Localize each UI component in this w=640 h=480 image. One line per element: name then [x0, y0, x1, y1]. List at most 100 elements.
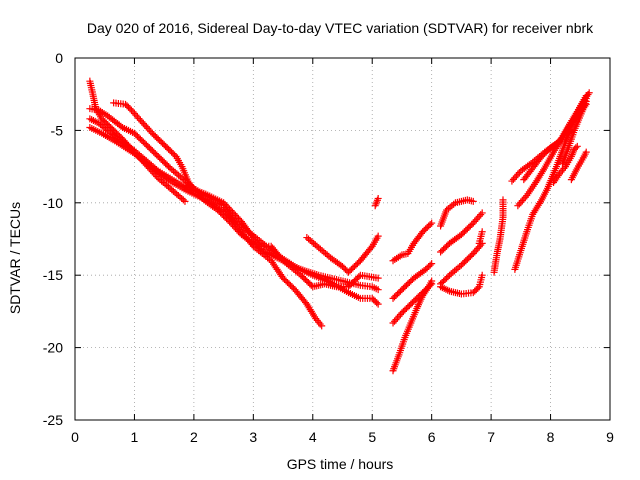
data-point-marker	[130, 110, 138, 118]
data-point-marker	[572, 144, 580, 152]
data-point-marker	[428, 219, 436, 227]
data-point-marker	[181, 197, 189, 205]
data-series	[110, 99, 382, 291]
data-point-marker	[374, 300, 382, 308]
data-point-marker	[395, 312, 403, 320]
data-point-marker	[141, 121, 149, 129]
data-point-marker	[374, 274, 382, 282]
data-point-marker	[232, 224, 239, 232]
data-point-marker	[477, 241, 485, 249]
data-point-marker	[179, 196, 187, 204]
data-point-marker	[393, 314, 401, 322]
data-point-marker	[229, 208, 237, 216]
data-point-marker	[234, 227, 242, 235]
data-point-marker	[226, 205, 234, 213]
x-tick-label: 2	[190, 429, 198, 445]
y-tick-label: -15	[43, 267, 63, 283]
data-point-marker	[126, 105, 134, 113]
data-series	[86, 115, 382, 294]
data-point-marker	[509, 175, 517, 183]
data-point-marker	[133, 113, 141, 121]
plot-frame	[74, 57, 611, 421]
data-point-marker	[147, 128, 155, 136]
data-point-marker	[477, 211, 485, 219]
data-point-marker	[428, 260, 436, 268]
data-point-marker	[471, 217, 479, 225]
data-point-marker	[135, 115, 143, 123]
data-point-marker	[142, 123, 150, 131]
data-point-marker	[229, 221, 237, 229]
data-point-marker	[515, 200, 523, 208]
data-point-marker	[355, 273, 363, 281]
data-point-marker	[389, 319, 397, 327]
x-tick-label: 6	[428, 429, 436, 445]
data-point-marker	[478, 209, 486, 217]
data-point-marker	[514, 202, 522, 210]
data-point-marker	[144, 124, 152, 132]
data-series	[550, 142, 581, 187]
data-point-marker	[374, 194, 382, 202]
x-axis-label: GPS time / hours	[286, 456, 394, 472]
data-point-marker	[573, 142, 581, 150]
data-point-marker	[499, 196, 507, 204]
data-series	[475, 228, 486, 247]
data-series	[389, 219, 436, 265]
data-point-marker	[227, 207, 235, 215]
data-point-marker	[227, 219, 235, 227]
data-point-marker	[373, 198, 381, 206]
data-series	[490, 196, 507, 276]
data-point-marker	[520, 195, 528, 203]
data-point-marker	[233, 226, 241, 234]
data-point-marker	[127, 106, 135, 114]
data-point-marker	[221, 200, 229, 208]
x-tick-label: 0	[71, 429, 79, 445]
data-point-marker	[139, 120, 147, 128]
y-tick-label: -25	[43, 412, 63, 428]
data-point-marker	[469, 197, 477, 205]
data-point-marker	[129, 108, 137, 116]
data-point-marker	[469, 219, 477, 227]
data-point-marker	[468, 221, 476, 229]
data-point-marker	[367, 244, 375, 252]
x-tick-label: 5	[368, 429, 376, 445]
y-tick-label: -5	[51, 122, 64, 138]
data-point-marker	[373, 299, 381, 307]
data-point-marker	[117, 122, 125, 130]
data-point-marker	[472, 246, 480, 254]
data-series	[389, 260, 436, 302]
data-point-marker	[469, 249, 477, 257]
data-point-marker	[474, 284, 482, 292]
data-series	[437, 271, 486, 298]
data-series	[303, 232, 382, 276]
data-point-marker	[136, 116, 144, 124]
data-point-marker	[518, 197, 526, 205]
data-series	[437, 239, 486, 288]
data-point-marker	[392, 316, 400, 324]
chart-title: Day 020 of 2016, Sidereal Day-to-day VTE…	[86, 20, 594, 36]
data-point-marker	[471, 248, 479, 256]
data-point-marker	[396, 311, 404, 319]
data-point-marker	[511, 174, 519, 182]
data-point-marker	[478, 271, 486, 279]
data-point-marker	[374, 232, 382, 240]
data-point-marker	[132, 111, 140, 119]
data-point-marker	[234, 214, 242, 222]
data-point-marker	[521, 193, 529, 201]
x-tick-label: 1	[131, 429, 139, 445]
data-point-marker	[230, 223, 238, 231]
data-point-marker	[138, 118, 146, 126]
data-point-marker	[278, 255, 286, 263]
x-tick-label: 3	[249, 429, 257, 445]
data-series	[437, 196, 477, 230]
y-tick-label: -10	[43, 195, 63, 211]
data-point-marker	[224, 204, 232, 212]
data-point-marker	[468, 251, 476, 259]
data-point-marker	[426, 261, 434, 269]
x-tick-label: 4	[309, 429, 317, 445]
data-point-marker	[220, 199, 228, 207]
data-series	[567, 148, 590, 184]
data-point-marker	[233, 213, 241, 221]
data-series	[389, 280, 436, 327]
